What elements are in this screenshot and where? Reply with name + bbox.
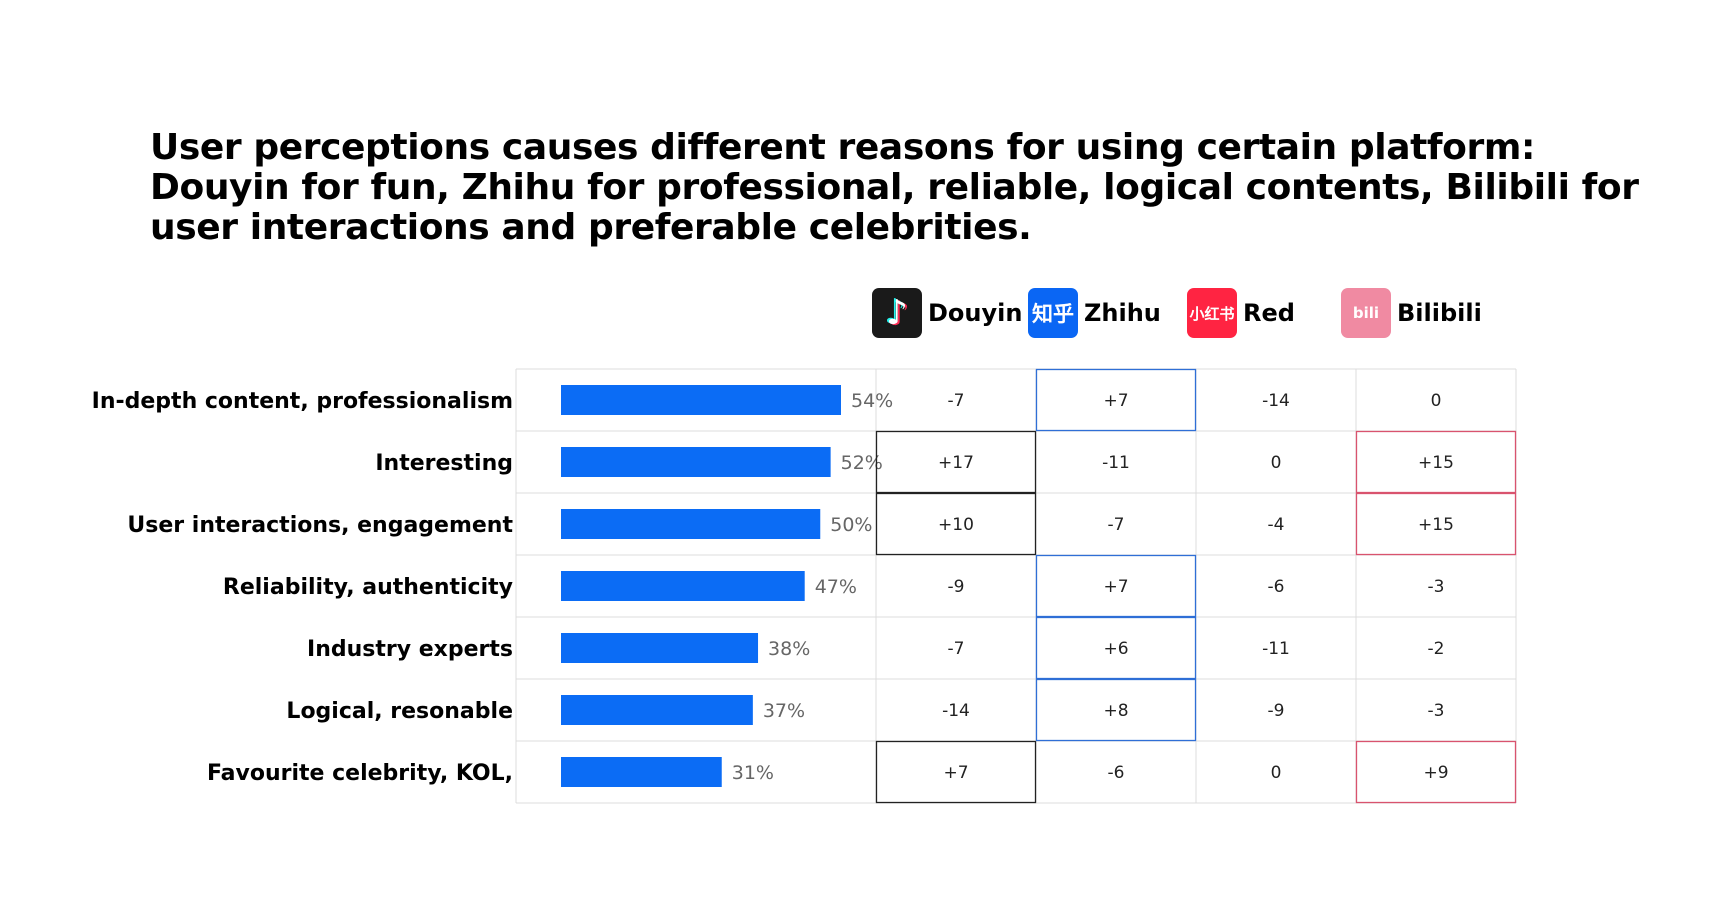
bar-value-label: 47% bbox=[815, 576, 857, 598]
row-label: Industry experts bbox=[307, 637, 513, 662]
table-cell-value: +15 bbox=[1418, 515, 1454, 535]
platform-name: Red bbox=[1243, 299, 1295, 327]
title-line: Douyin for fun, Zhihu for professional, … bbox=[150, 167, 1639, 208]
platform-header-red: 小红书 Red bbox=[1187, 286, 1295, 340]
row-label: Reliability, authenticity bbox=[223, 575, 513, 600]
table-cell-value: -4 bbox=[1268, 515, 1285, 535]
table-cell-value: -3 bbox=[1428, 701, 1445, 721]
table-cell-value: +7 bbox=[1103, 391, 1128, 411]
table-cell-value: +7 bbox=[1103, 577, 1128, 597]
table-cell-value: -7 bbox=[948, 639, 965, 659]
table-cell-value: -7 bbox=[1108, 515, 1125, 535]
table-cell-value: -14 bbox=[942, 701, 970, 721]
platform-name: Bilibili bbox=[1397, 299, 1482, 327]
table-cell-value: -6 bbox=[1108, 763, 1125, 783]
platform-header-zhihu: 知乎 Zhihu bbox=[1028, 286, 1161, 340]
title-line: user interactions and preferable celebri… bbox=[150, 207, 1032, 248]
table-cell-value: -3 bbox=[1428, 577, 1445, 597]
bar-value-label: 37% bbox=[763, 700, 805, 722]
table-cell-value: +7 bbox=[943, 763, 968, 783]
bar-value-label: 38% bbox=[768, 638, 810, 660]
bar bbox=[561, 385, 841, 415]
table-cell-value: 0 bbox=[1431, 391, 1442, 411]
highlight-box bbox=[1355, 740, 1517, 804]
table-cell-value: +17 bbox=[938, 453, 974, 473]
bar-value-label: 54% bbox=[851, 390, 893, 412]
title-line: User perceptions causes different reason… bbox=[150, 127, 1535, 168]
bar bbox=[561, 633, 759, 663]
table-cell-value: -11 bbox=[1262, 639, 1290, 659]
table-cell-value: -2 bbox=[1428, 639, 1445, 659]
bar bbox=[561, 447, 831, 477]
table-cell-value: -11 bbox=[1102, 453, 1130, 473]
highlight-box bbox=[1035, 678, 1197, 742]
bar bbox=[561, 571, 805, 601]
highlight-box bbox=[1035, 616, 1197, 680]
highlight-box bbox=[1035, 554, 1197, 618]
table-cell-value: 0 bbox=[1271, 763, 1282, 783]
row-label: In-depth content, professionalism bbox=[92, 389, 513, 414]
table-cell-value: +10 bbox=[938, 515, 974, 535]
highlight-box bbox=[1355, 492, 1517, 556]
red-icon: 小红书 bbox=[1187, 288, 1237, 338]
row-label: Favourite celebrity, KOL, bbox=[207, 761, 513, 786]
bar-value-label: 50% bbox=[830, 514, 872, 536]
row-label: Interesting bbox=[375, 451, 513, 476]
table-cell-value: -6 bbox=[1268, 577, 1285, 597]
table-cell-value: -9 bbox=[1268, 701, 1285, 721]
bar bbox=[561, 695, 753, 725]
table-cell-value: +15 bbox=[1418, 453, 1454, 473]
row-label: User interactions, engagement bbox=[127, 513, 513, 538]
platform-name: Douyin bbox=[928, 299, 1023, 327]
table-cell-value: -7 bbox=[948, 391, 965, 411]
bilibili-icon: bili bbox=[1341, 288, 1391, 338]
bar bbox=[561, 757, 722, 787]
bar bbox=[561, 509, 821, 539]
table-cell-value: 0 bbox=[1271, 453, 1282, 473]
table-cell-value: +6 bbox=[1103, 639, 1128, 659]
highlight-box bbox=[875, 430, 1037, 494]
table-cell-value: -14 bbox=[1262, 391, 1290, 411]
highlight-box bbox=[1355, 430, 1517, 494]
platform-header-douyin: ♪ Douyin bbox=[872, 286, 1022, 340]
table-cell-value: +9 bbox=[1423, 763, 1448, 783]
douyin-icon: ♪ bbox=[872, 288, 922, 338]
highlight-box bbox=[875, 740, 1037, 804]
table-cell-value: -9 bbox=[948, 577, 965, 597]
highlight-box bbox=[1035, 368, 1197, 432]
row-label: Logical, resonable bbox=[286, 699, 513, 724]
zhihu-icon: 知乎 bbox=[1028, 288, 1078, 338]
platform-name: Zhihu bbox=[1084, 299, 1161, 327]
bar-value-label: 31% bbox=[732, 762, 774, 784]
platform-header-bilibili: bili Bilibili bbox=[1341, 286, 1482, 340]
chart-title: User perceptions causes different reason… bbox=[150, 127, 1639, 248]
bar-value-label: 52% bbox=[841, 452, 883, 474]
table-cell-value: +8 bbox=[1103, 701, 1128, 721]
highlight-box bbox=[875, 492, 1037, 556]
